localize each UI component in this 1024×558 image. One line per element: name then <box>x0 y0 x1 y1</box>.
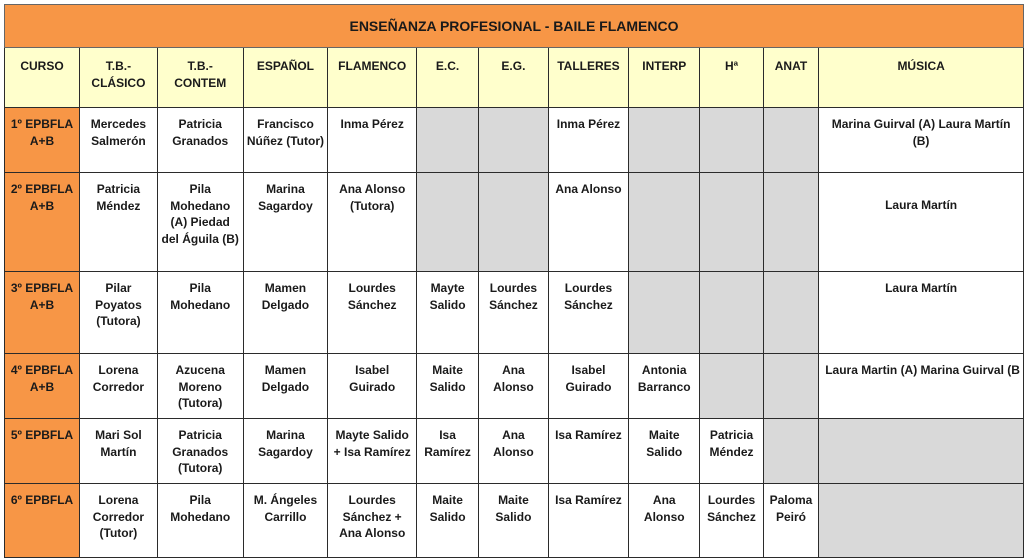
teacher-cell: Isabel Guirado <box>327 353 418 419</box>
teacher-cell: Paloma Peiró <box>762 483 820 558</box>
column-header: Hª <box>699 47 764 108</box>
teacher-cell: Patricia Granados <box>156 107 244 173</box>
teacher-cell: Ana Alonso <box>547 172 630 272</box>
column-header: T.B.- CLÁSICO <box>79 47 158 108</box>
teacher-cell: Pila Mohedano (A) Piedad del Águila (B) <box>156 172 244 272</box>
empty-cell <box>699 353 764 419</box>
course-cell: 1º EPBFLA A+B <box>3 107 81 173</box>
teacher-cell: Lourdes Sánchez <box>699 483 764 558</box>
course-cell: 2º EPBFLA A+B <box>3 172 81 272</box>
teacher-cell: Francisco Núñez (Tutor) <box>242 107 329 173</box>
column-header: CURSO <box>3 47 81 108</box>
teacher-cell: Patricia Méndez <box>699 418 764 484</box>
teacher-cell: Ana Alonso <box>478 418 549 484</box>
schedule-document: ENSEÑANZA PROFESIONAL - BAILE FLAMENCO C… <box>3 4 1024 558</box>
teacher-cell: Lourdes Sánchez <box>478 271 549 354</box>
teacher-cell: Antonia Barranco <box>628 353 701 419</box>
empty-cell <box>416 107 480 173</box>
teacher-cell: Lourdes Sánchez <box>547 271 630 354</box>
teacher-cell: Marina Guirval (A) Laura Martín (B) <box>818 107 1024 173</box>
teacher-cell: Isa Ramírez <box>547 483 630 558</box>
teacher-cell: Ana Alonso (Tutora) <box>327 172 418 272</box>
teacher-cell: Marina Sagardoy <box>242 418 329 484</box>
table-row: 4º EPBFLA A+B Lorena Corredor Azucena More… <box>3 353 1024 419</box>
column-header: ANAT <box>762 47 820 108</box>
teacher-cell: Lorena Corredor <box>79 353 158 419</box>
table-title: ENSEÑANZA PROFESIONAL - BAILE FLAMENCO <box>4 4 1024 48</box>
column-header: ESPAÑOL <box>242 47 329 108</box>
teacher-cell: Laura Martín <box>818 172 1024 272</box>
teacher-cell: Inma Pérez <box>547 107 630 173</box>
teacher-cell: Isabel Guirado <box>547 353 630 419</box>
empty-cell <box>762 353 820 419</box>
empty-cell <box>478 107 549 173</box>
teacher-cell: Mari Sol Martín <box>79 418 158 484</box>
empty-cell <box>478 172 549 272</box>
teacher-cell: Pila Mohedano <box>156 271 244 354</box>
teacher-cell: Mamen Delgado <box>242 271 329 354</box>
empty-cell <box>818 418 1024 484</box>
teacher-cell: Laura Martín <box>818 271 1024 354</box>
teacher-cell: Patricia Granados (Tutora) <box>156 418 244 484</box>
column-header: MÚSICA <box>818 47 1024 108</box>
teacher-cell: Laura Martin (A) Marina Guirval (B <box>818 353 1024 419</box>
teacher-cell: Maite Salido <box>416 353 480 419</box>
empty-cell <box>818 483 1024 558</box>
course-cell: 3º EPBFLA A+B <box>3 271 81 354</box>
teacher-cell: Maite Salido <box>478 483 549 558</box>
teacher-assignment-table: ENSEÑANZA PROFESIONAL - BAILE FLAMENCO C… <box>3 4 1024 558</box>
teacher-cell: Pila Mohedano <box>156 483 244 558</box>
empty-cell <box>628 172 701 272</box>
column-header-row: CURSO T.B.- CLÁSICO T.B.- CONTEM ESPAÑOL FLA… <box>3 47 1024 108</box>
teacher-cell: M. Ángeles Carrillo <box>242 483 329 558</box>
table-row: 2º EPBFLA A+B Patricia Méndez Pila Mohedan… <box>3 172 1024 272</box>
teacher-cell: Patricia Méndez <box>79 172 158 272</box>
column-header: E.C. <box>416 47 480 108</box>
empty-cell <box>762 172 820 272</box>
teacher-cell: Ana Alonso <box>478 353 549 419</box>
teacher-cell: Lourdes Sánchez <box>327 271 418 354</box>
column-header: FLAMENCO <box>327 47 418 108</box>
teacher-cell: Mayte Salido <box>416 271 480 354</box>
teacher-cell: Pilar Poyatos (Tutora) <box>79 271 158 354</box>
empty-cell <box>628 107 701 173</box>
course-cell: 4º EPBFLA A+B <box>3 353 81 419</box>
column-header: T.B.- CONTEM <box>156 47 244 108</box>
table-row: 6º EPBFLA Lorena Corredor (Tutor) Pila Moh… <box>3 483 1024 558</box>
empty-cell <box>628 271 701 354</box>
course-cell: 5º EPBFLA <box>3 418 81 484</box>
teacher-cell: Marina Sagardoy <box>242 172 329 272</box>
table-row: 1º EPBFLA A+B Mercedes Salmerón Patricia G… <box>3 107 1024 173</box>
teacher-cell: Lourdes Sánchez + Ana Alonso <box>327 483 418 558</box>
empty-cell <box>699 172 764 272</box>
teacher-cell: Mercedes Salmerón <box>79 107 158 173</box>
teacher-cell: Ana Alonso <box>628 483 701 558</box>
empty-cell <box>762 271 820 354</box>
empty-cell <box>699 271 764 354</box>
teacher-cell: Maite Salido <box>628 418 701 484</box>
empty-cell <box>699 107 764 173</box>
table-row: 5º EPBFLA Mari Sol Martín Patricia Granado… <box>3 418 1024 484</box>
teacher-cell: Mayte Salido + Isa Ramírez <box>327 418 418 484</box>
title-row: ENSEÑANZA PROFESIONAL - BAILE FLAMENCO <box>4 4 1024 48</box>
teacher-cell: Azucena Moreno (Tutora) <box>156 353 244 419</box>
column-header: INTERP <box>628 47 701 108</box>
empty-cell <box>416 172 480 272</box>
teacher-cell: Isa Ramírez <box>547 418 630 484</box>
table-row: 3º EPBFLA A+B Pilar Poyatos (Tutora) Pila … <box>3 271 1024 354</box>
course-cell: 6º EPBFLA <box>3 483 81 558</box>
teacher-cell: Isa Ramírez <box>416 418 480 484</box>
column-header: E.G. <box>478 47 549 108</box>
teacher-cell: Inma Pérez <box>327 107 418 173</box>
column-header: TALLERES <box>547 47 630 108</box>
teacher-cell: Lorena Corredor (Tutor) <box>79 483 158 558</box>
teacher-cell: Mamen Delgado <box>242 353 329 419</box>
empty-cell <box>762 107 820 173</box>
empty-cell <box>762 418 820 484</box>
teacher-cell: Maite Salido <box>416 483 480 558</box>
